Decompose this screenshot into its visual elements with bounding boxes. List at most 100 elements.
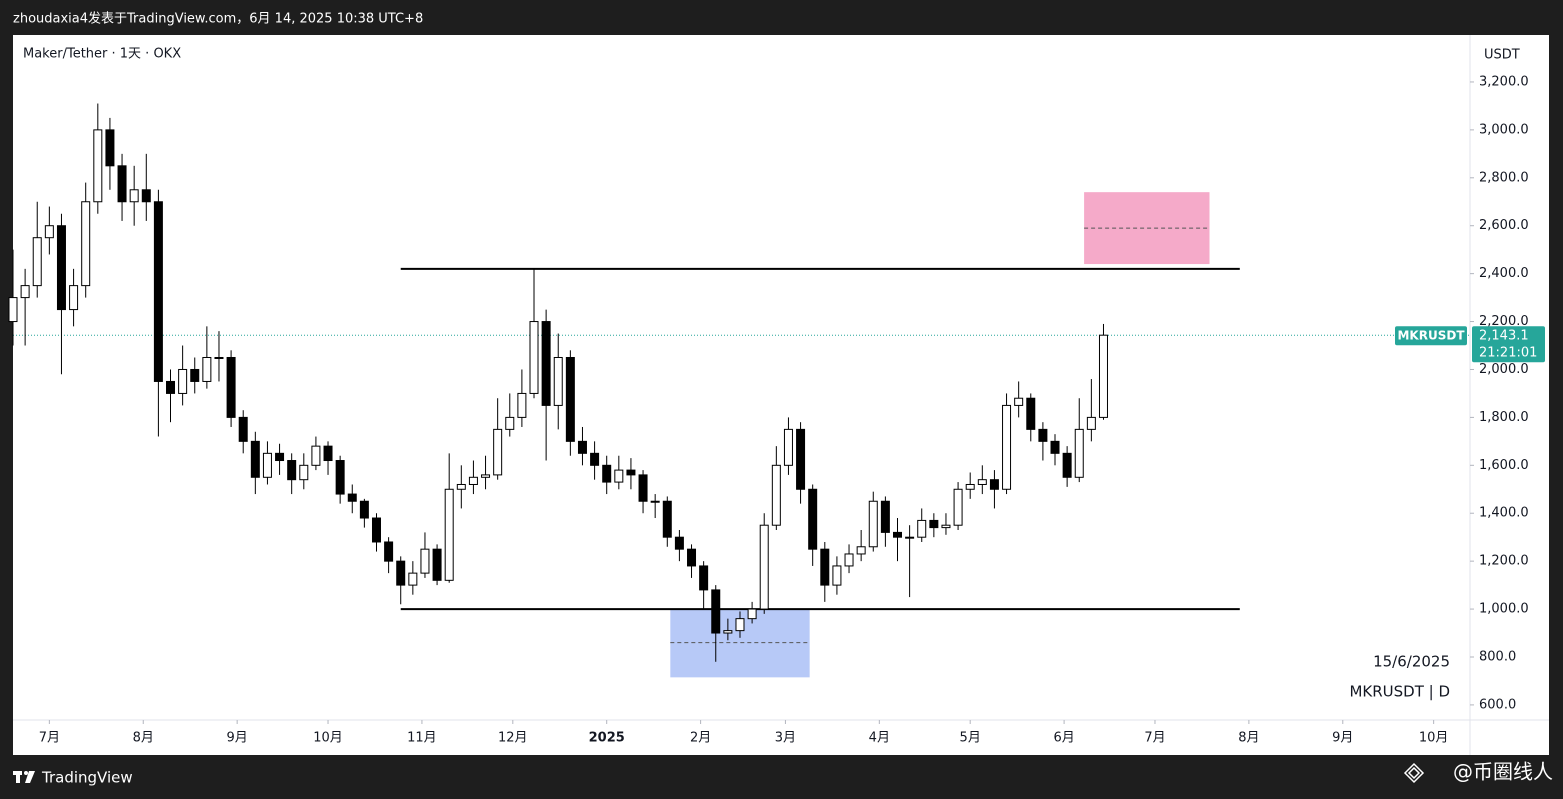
candle-body	[226, 356, 236, 418]
candle-body	[989, 479, 999, 490]
candle-body	[820, 548, 830, 586]
candle-body	[481, 474, 491, 478]
candle-body	[1074, 428, 1084, 478]
candle-body	[1086, 416, 1096, 430]
x-tick-label: 8月	[1238, 731, 1259, 746]
y-tick-label: 1,000.0	[1479, 602, 1529, 617]
candle-body	[687, 548, 697, 567]
last-price-box	[1472, 326, 1545, 363]
candle-body	[1038, 428, 1048, 442]
candle-body	[371, 517, 381, 543]
symbol-note: MKRUSDT | D	[1349, 683, 1450, 701]
candle-body	[347, 493, 357, 502]
candle-body	[335, 460, 345, 495]
candle-body	[1050, 440, 1060, 454]
x-tick-label: 11月	[407, 731, 437, 746]
candle-body	[977, 479, 987, 485]
candle-body	[590, 452, 600, 466]
y-tick-label: 3,200.0	[1479, 74, 1529, 89]
candle-body	[541, 321, 551, 406]
candle-body	[56, 225, 66, 311]
y-tick-label: 1,600.0	[1479, 458, 1529, 473]
last-price-label: 2,143.1	[1479, 329, 1529, 344]
candle-body	[468, 476, 478, 485]
candle-body	[965, 483, 975, 490]
candle-body	[44, 225, 54, 239]
candle-body	[1002, 404, 1012, 490]
x-tick-label: 7月	[1144, 731, 1165, 746]
candle-body	[614, 469, 624, 483]
x-tick-label: 10月	[1419, 731, 1449, 746]
candle-body	[674, 536, 684, 550]
candle-body	[117, 165, 127, 203]
candle-body	[141, 189, 151, 203]
candle-body	[190, 368, 200, 382]
x-tick-label: 2月	[690, 731, 711, 746]
candle-body	[602, 464, 612, 483]
candle-body	[32, 237, 42, 287]
candle-body	[905, 536, 915, 539]
candle-body	[723, 630, 733, 634]
candle-body	[178, 368, 188, 394]
candle-body	[1062, 452, 1072, 478]
candle-body	[69, 285, 79, 311]
watermark-icon	[1403, 762, 1425, 784]
brand-logo	[13, 771, 35, 783]
date-note: 15/6/2025	[1373, 653, 1450, 671]
chart-title: Maker/Tether · 1天 · OKX	[23, 47, 181, 62]
x-tick-label: 10月	[313, 731, 343, 746]
x-tick-label: 12月	[498, 731, 528, 746]
candle-body	[166, 380, 176, 394]
candle-body	[444, 488, 454, 581]
zone	[1084, 192, 1210, 265]
x-tick-label: 7月	[39, 731, 60, 746]
candle-body	[771, 464, 781, 526]
header: zhoudaxia4发表于TradingView.com，6月 14, 2025…	[13, 11, 423, 27]
candle-body	[493, 428, 503, 476]
candle-body	[408, 572, 418, 586]
candle-body	[796, 428, 806, 490]
candle-body	[396, 560, 406, 586]
candle-body	[20, 285, 30, 299]
candle-body	[505, 416, 515, 430]
candle-body	[868, 500, 878, 548]
candle-body	[299, 464, 309, 481]
candle-body	[929, 519, 939, 529]
y-tick-label: 2,200.0	[1479, 314, 1529, 329]
x-tick-label: 4月	[869, 731, 890, 746]
x-tick-label: 6月	[1053, 731, 1074, 746]
symbol-label: MKRUSDT	[1397, 329, 1465, 343]
candle-body	[456, 483, 466, 490]
candle-body	[856, 546, 866, 555]
candle-body	[311, 445, 321, 466]
candle-body	[105, 129, 115, 167]
candle-body	[1026, 397, 1036, 430]
candle-body	[844, 553, 854, 567]
y-tick-label: 600.0	[1479, 697, 1516, 712]
candle-body	[711, 589, 721, 634]
x-tick-label: 8月	[133, 731, 154, 746]
candle-body	[359, 500, 369, 519]
candle-body	[577, 440, 587, 454]
candle-body	[420, 548, 430, 574]
y-tick-label: 2,000.0	[1479, 362, 1529, 377]
x-tick-label: 3月	[775, 731, 796, 746]
candle-body	[275, 452, 285, 462]
candle-body	[1098, 334, 1108, 418]
candle-body	[892, 531, 902, 538]
y-tick-label: 2,600.0	[1479, 218, 1529, 233]
candle-body	[832, 565, 842, 586]
candle-body	[432, 548, 442, 581]
candle-body	[238, 416, 248, 442]
candle-body	[262, 452, 272, 478]
candle-body	[93, 129, 103, 203]
candle-body	[747, 608, 757, 620]
brand: TradingView	[41, 769, 133, 787]
y-tick-label: 2,800.0	[1479, 170, 1529, 185]
candle-body	[638, 474, 648, 502]
candle-body	[783, 428, 793, 466]
candle-body	[650, 500, 660, 503]
y-tick-label: 2,400.0	[1479, 266, 1529, 281]
candle-body	[202, 356, 212, 382]
